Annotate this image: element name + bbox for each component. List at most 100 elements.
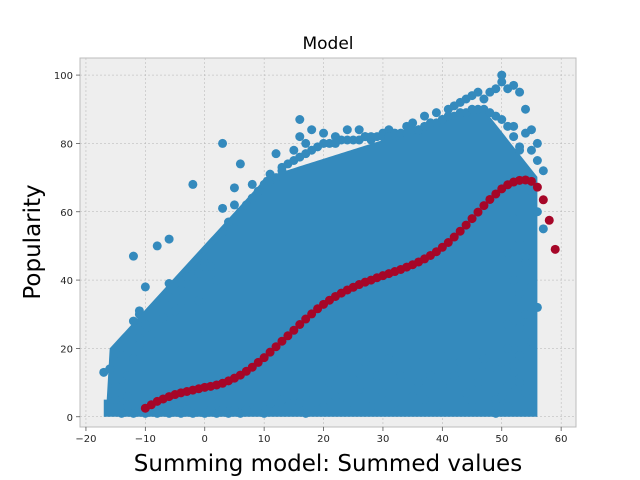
x-axis-ticks: −20 −10 0 10 20 30 40 50 60: [75, 427, 568, 445]
x-tick-label: −10: [135, 434, 156, 445]
observation-point: [521, 104, 531, 114]
observation-point: [515, 87, 525, 97]
observation-point: [134, 333, 144, 343]
observation-point: [123, 391, 133, 401]
observation-point: [354, 384, 364, 394]
observation-point: [224, 217, 234, 227]
model-point: [295, 320, 305, 329]
observation-point: [265, 398, 275, 408]
observation-point: [515, 378, 525, 388]
observation-point: [128, 354, 138, 364]
observation-point: [164, 292, 174, 302]
observation-point: [123, 371, 133, 381]
observation-point: [497, 357, 507, 367]
model-point: [544, 215, 554, 225]
model-point: [443, 238, 453, 247]
observation-point: [182, 272, 192, 282]
observation-point: [140, 320, 150, 329]
model-point: [283, 331, 293, 341]
observation-point: [497, 115, 507, 124]
observation-point: [390, 398, 400, 408]
observation-point: [253, 186, 263, 196]
observation-point: [200, 251, 210, 261]
observation-point: [414, 378, 424, 388]
observation-point: [259, 408, 269, 418]
observation-point: [206, 261, 216, 271]
model-point: [271, 342, 281, 352]
observation-point: [188, 261, 198, 271]
observation-point: [437, 381, 447, 391]
observation-point: [515, 234, 525, 244]
observation-point: [538, 166, 548, 176]
x-tick-label: 40: [436, 434, 449, 445]
x-tick-label: 0: [202, 434, 208, 445]
observation-point: [289, 145, 299, 155]
observation-point: [455, 357, 465, 367]
observation-point: [425, 371, 435, 381]
observation-point: [526, 145, 536, 155]
observation-point: [212, 238, 222, 247]
model-point: [526, 176, 536, 186]
observation-point: [128, 316, 138, 326]
observation-point: [360, 357, 370, 367]
model-point: [532, 182, 542, 192]
model-point: [538, 195, 548, 205]
model-point: [265, 347, 275, 357]
y-tick-label: 0: [67, 413, 73, 424]
model-point: [473, 207, 483, 217]
model-point: [301, 314, 311, 324]
observation-point: [431, 108, 441, 118]
observation-point: [271, 405, 281, 415]
observation-point: [194, 296, 204, 306]
observation-point: [443, 350, 453, 360]
observation-point: [218, 138, 228, 148]
observation-point: [212, 275, 222, 285]
observation-point: [408, 118, 418, 128]
observation-point: [164, 234, 174, 244]
model-point: [289, 325, 299, 335]
observation-point: [384, 354, 394, 364]
observation-point: [521, 128, 531, 138]
observation-point: [128, 251, 138, 261]
observation-point: [158, 405, 168, 415]
observation-point: [449, 371, 459, 381]
observation-point: [229, 405, 239, 415]
observation-point: [526, 337, 536, 347]
observation-point: [319, 128, 329, 138]
observation-point: [295, 132, 305, 142]
observation-point: [503, 381, 513, 391]
observation-point: [461, 388, 471, 398]
model-points: [140, 175, 560, 413]
observation-point: [372, 371, 382, 381]
observation-point: [402, 364, 412, 374]
x-tick-label: 50: [495, 434, 508, 445]
y-axis-ticks: 0 20 40 60 80 100: [54, 71, 80, 424]
observation-point: [408, 391, 418, 401]
observation-point: [117, 350, 127, 360]
chart-title: Model: [302, 34, 353, 54]
observation-point: [366, 402, 376, 411]
observation-point: [307, 388, 317, 398]
observation-point: [218, 405, 228, 415]
observation-point: [431, 402, 441, 411]
observation-point: [194, 268, 204, 278]
observation-point: [515, 323, 525, 333]
observation-point: [509, 214, 519, 224]
observation-point: [152, 241, 162, 251]
observation-point: [485, 405, 495, 415]
observation-point: [307, 125, 317, 135]
observation-point: [526, 402, 536, 411]
observation-point: [485, 364, 495, 374]
observation-point: [473, 378, 483, 388]
observation-point: [342, 125, 352, 135]
model-point: [455, 226, 465, 236]
observation-point: [218, 227, 228, 237]
model-point: [461, 220, 471, 230]
observation-point: [532, 138, 542, 148]
observation-point: [497, 77, 507, 87]
y-tick-label: 80: [60, 139, 73, 150]
observation-point: [515, 350, 525, 360]
observation-point: [164, 279, 174, 288]
observation-point: [509, 302, 519, 312]
